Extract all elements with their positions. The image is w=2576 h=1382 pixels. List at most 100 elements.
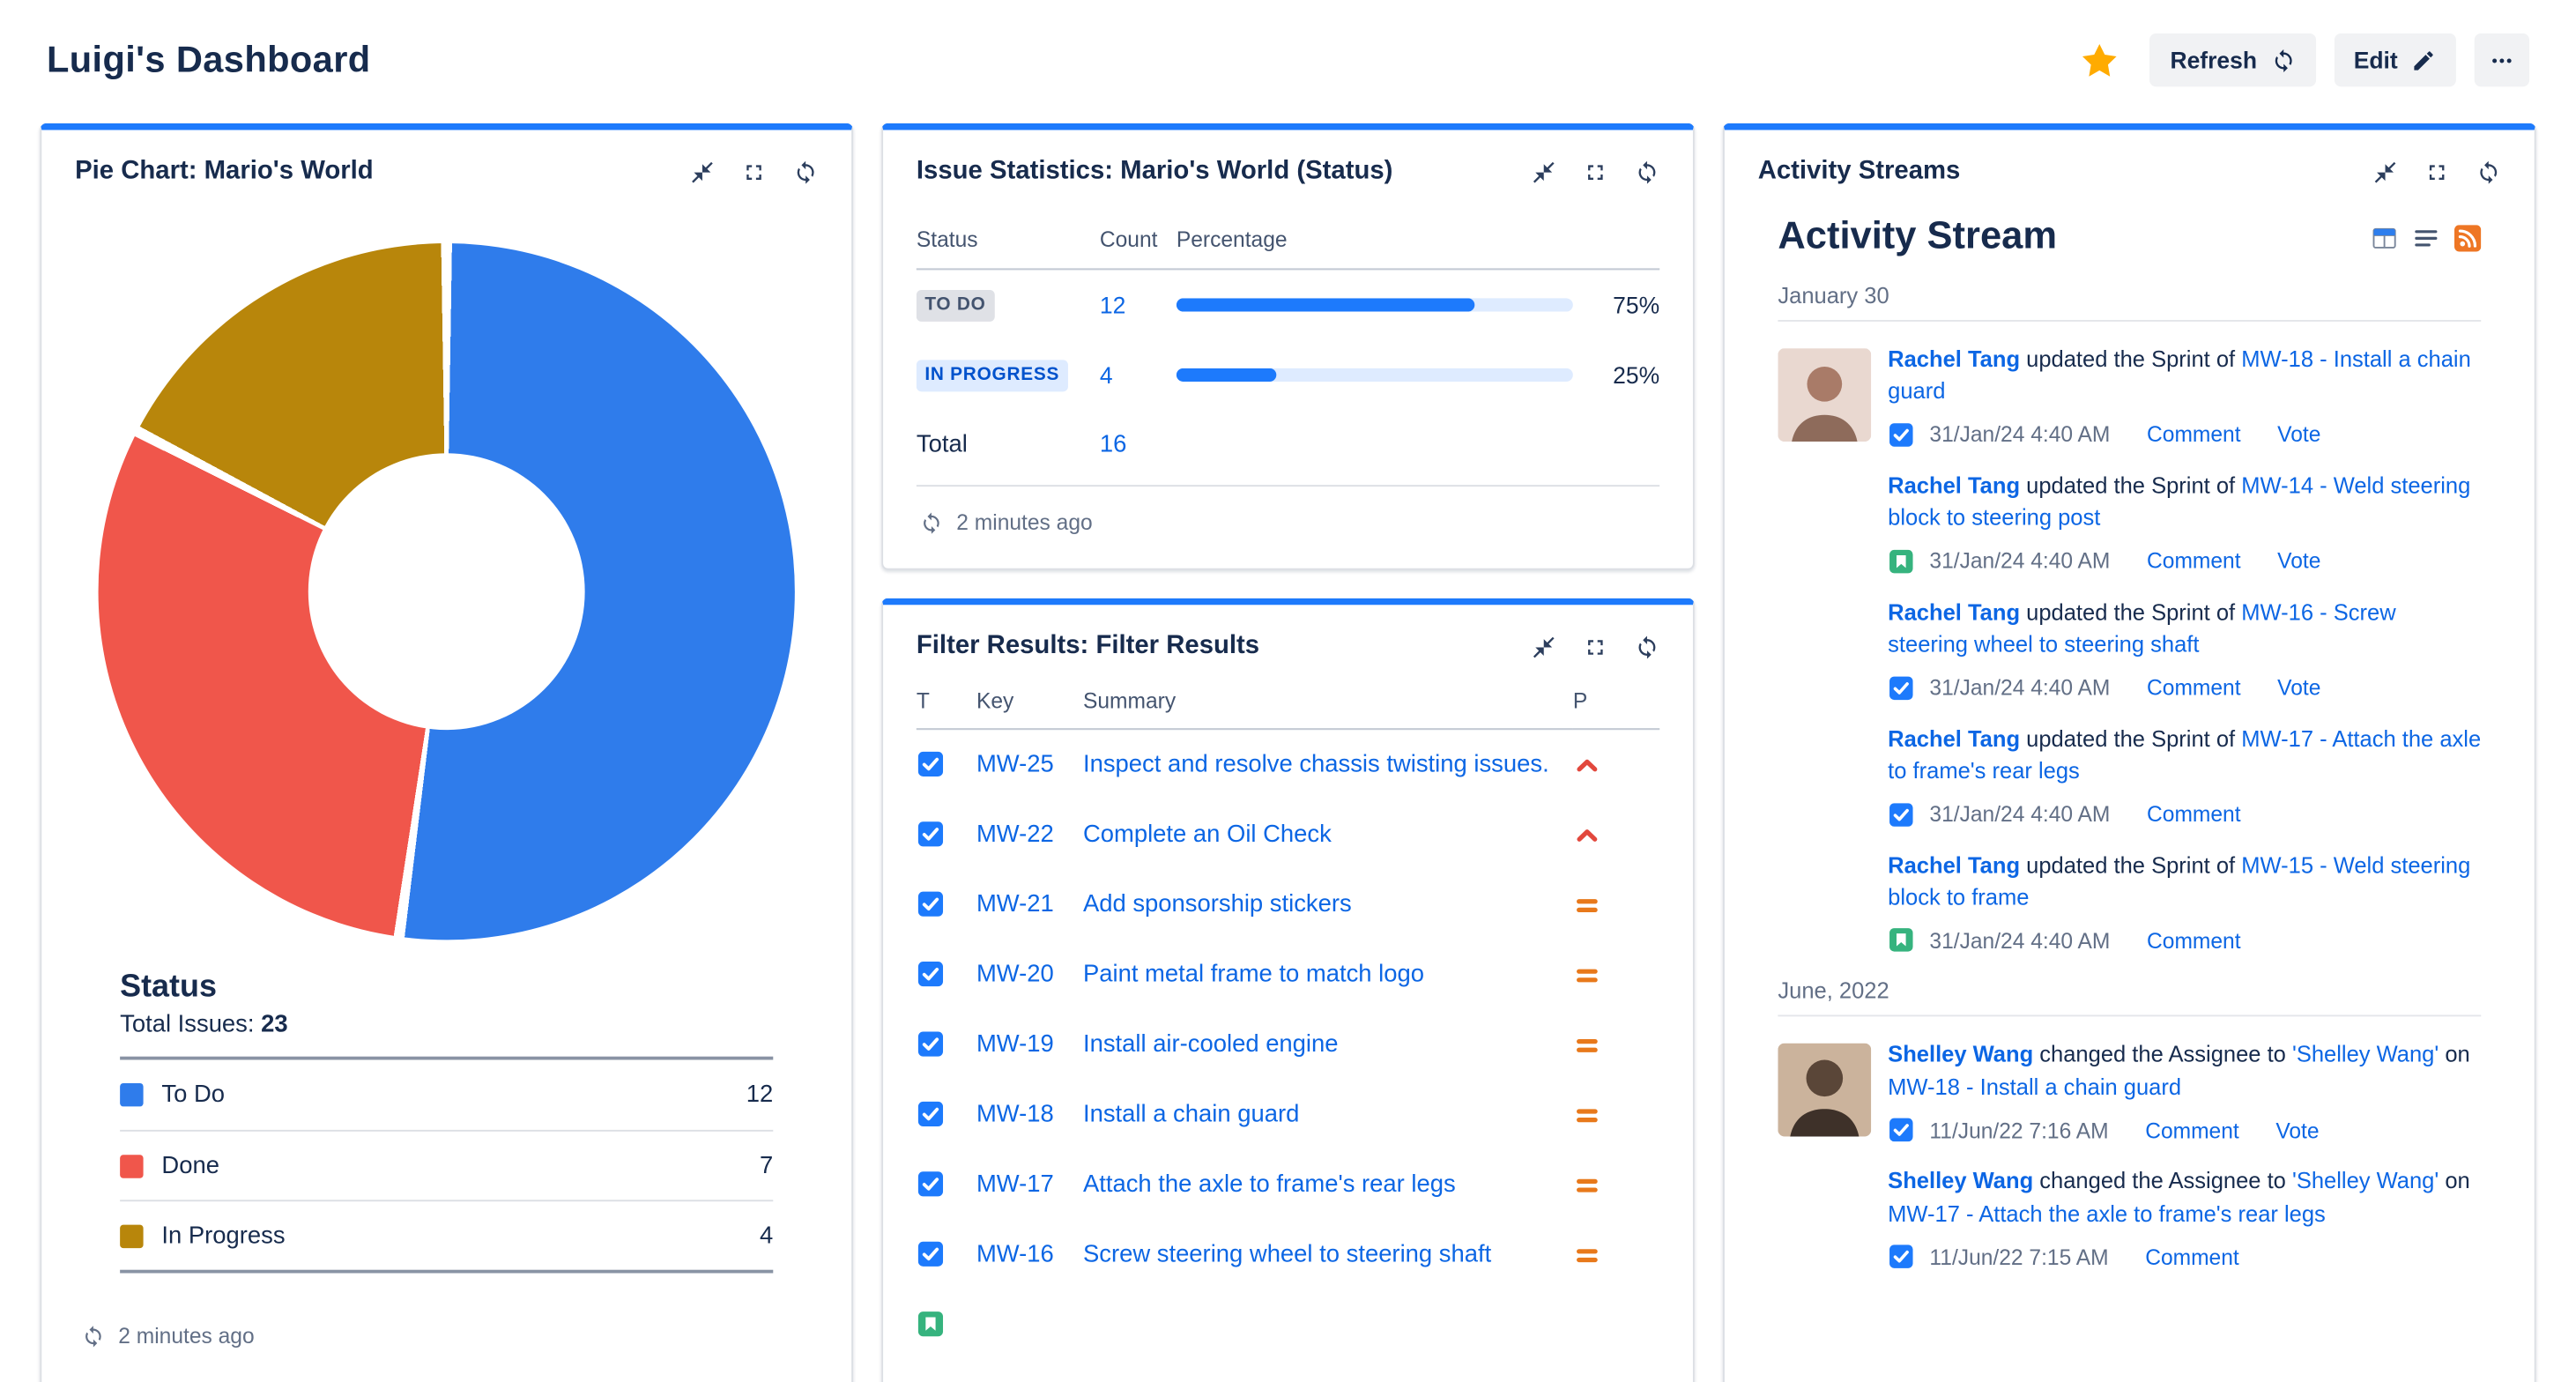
activity-stream-body: January 30 Rachel Tang updated the Sprin… xyxy=(1778,283,2482,1270)
assignee-user-link[interactable]: 'Shelley Wang' xyxy=(2291,1042,2439,1067)
issue-summary-link[interactable]: Install air-cooled engine xyxy=(1082,1031,1339,1059)
issue-link[interactable]: MW-18 - Install a chain guard xyxy=(1888,1074,2182,1100)
actor-link[interactable]: Rachel Tang xyxy=(1888,472,2021,499)
gadget-actions xyxy=(1532,634,1660,658)
expand-icon[interactable] xyxy=(1583,634,1607,658)
minimize-icon[interactable] xyxy=(1532,634,1556,658)
legend-swatch xyxy=(120,1154,144,1178)
stats-header-row: Status Count Percentage xyxy=(916,213,1660,271)
actor-link[interactable]: Rachel Tang xyxy=(1888,346,2021,372)
total-issues-label: Total Issues: xyxy=(120,1011,255,1038)
expand-icon[interactable] xyxy=(2424,160,2449,184)
issue-link[interactable]: MW-14 - Weld steering block to steering … xyxy=(1888,472,2471,531)
pie-chart-gadget: Pie Chart: Mario's World Status Total Is… xyxy=(40,123,854,1382)
refresh-icon[interactable] xyxy=(1635,160,1659,184)
minimize-icon[interactable] xyxy=(690,160,715,184)
actor-link[interactable]: Rachel Tang xyxy=(1888,725,2021,751)
issue-key-link[interactable]: MW-21 xyxy=(976,891,1054,918)
table-view-icon[interactable] xyxy=(2371,225,2397,251)
issue-key-link[interactable]: MW-25 xyxy=(976,751,1054,778)
issue-key-link[interactable]: MW-19 xyxy=(976,1031,1054,1059)
minimize-icon[interactable] xyxy=(2372,160,2397,184)
vote-link[interactable]: Vote xyxy=(2277,422,2321,448)
task-icon xyxy=(917,960,976,988)
legend-value: 12 xyxy=(746,1081,774,1109)
pencil-icon xyxy=(2411,48,2436,72)
favorite-star-icon[interactable] xyxy=(2078,38,2121,81)
filter-row: MW-17 Attach the axle to frame's rear le… xyxy=(917,1150,1659,1220)
issue-link[interactable]: MW-18 - Install a chain guard xyxy=(1888,346,2471,405)
priority-medium-icon xyxy=(1573,1102,1659,1130)
issue-key-link[interactable]: MW-18 xyxy=(976,1101,1054,1129)
status-count-link[interactable]: 12 xyxy=(1099,291,1126,319)
actor-link[interactable]: Rachel Tang xyxy=(1888,599,2021,625)
vote-link[interactable]: Vote xyxy=(2275,1118,2320,1143)
comment-link[interactable]: Comment xyxy=(2145,1244,2239,1270)
priority-medium-icon xyxy=(1573,892,1659,920)
refresh-icon[interactable] xyxy=(82,1324,105,1347)
issue-key-link[interactable]: MW-20 xyxy=(976,962,1054,989)
gadget-title: Issue Statistics: Mario's World (Status) xyxy=(916,156,1393,185)
refresh-icon[interactable] xyxy=(2476,160,2501,184)
issue-link[interactable]: MW-15 - Weld steering block to frame xyxy=(1888,852,2471,910)
priority-high-icon xyxy=(1573,821,1659,850)
refresh-icon[interactable] xyxy=(793,160,818,184)
comment-link[interactable]: Comment xyxy=(2147,927,2241,954)
issue-summary-link[interactable]: Add sponsorship stickers xyxy=(1082,891,1352,918)
expand-icon[interactable] xyxy=(1583,160,1607,184)
activity-timestamp: 31/Jan/24 4:40 AM xyxy=(1929,927,2111,954)
total-count-link[interactable]: 16 xyxy=(1099,431,1127,458)
refresh-button-label: Refresh xyxy=(2170,46,2258,74)
issue-summary-link[interactable]: Attach the axle to frame's rear legs xyxy=(1082,1171,1456,1199)
task-icon xyxy=(917,750,976,778)
comment-link[interactable]: Comment xyxy=(2147,674,2241,701)
refresh-icon[interactable] xyxy=(920,510,943,533)
refresh-button[interactable]: Refresh xyxy=(2149,33,2316,87)
edit-button[interactable]: Edit xyxy=(2334,33,2456,87)
issue-key-link[interactable]: MW-16 xyxy=(976,1241,1054,1269)
activity-meta: 31/Jan/24 4:40 AM Comment xyxy=(1888,927,2481,954)
assignee-user-link[interactable]: 'Shelley Wang' xyxy=(2291,1168,2439,1194)
actor-link[interactable]: Rachel Tang xyxy=(1888,852,2021,878)
vote-link[interactable]: Vote xyxy=(2277,548,2321,574)
issue-key-link[interactable]: MW-22 xyxy=(976,821,1054,849)
issue-link[interactable]: MW-16 - Screw steering wheel to steering… xyxy=(1888,599,2396,658)
issue-summary-link[interactable]: Inspect and resolve chassis twisting iss… xyxy=(1082,751,1549,778)
issue-summary-link[interactable]: Complete an Oil Check xyxy=(1082,821,1332,849)
comment-link[interactable]: Comment xyxy=(2147,548,2241,574)
user-avatar[interactable] xyxy=(1778,348,1872,442)
rss-icon[interactable] xyxy=(2454,225,2482,252)
percentage-label: 75% xyxy=(1613,291,1660,319)
stats-row: IN PROGRESS 4 25% xyxy=(916,340,1659,410)
issue-summary-link[interactable]: Screw steering wheel to steering shaft xyxy=(1082,1241,1492,1269)
story-icon xyxy=(1888,927,1929,954)
comment-link[interactable]: Comment xyxy=(2147,801,2241,827)
issue-link[interactable]: MW-17 - Attach the axle to frame's rear … xyxy=(1888,725,2482,784)
actor-link[interactable]: Shelley Wang xyxy=(1888,1042,2034,1067)
chart-legend: To Do 12 Done 7 In Progress 4 xyxy=(120,1056,774,1274)
status-count-link[interactable]: 4 xyxy=(1099,361,1113,389)
issue-summary-link[interactable]: Install a chain guard xyxy=(1082,1101,1300,1129)
issue-link[interactable]: MW-17 - Attach the axle to frame's rear … xyxy=(1888,1200,2326,1226)
expand-icon[interactable] xyxy=(741,160,766,184)
last-updated-text: 2 minutes ago xyxy=(118,1323,255,1349)
activity-text: Rachel Tang updated the Sprint of MW-15 … xyxy=(1888,852,2471,910)
list-view-icon[interactable] xyxy=(2413,225,2439,251)
gadget-body: Status Total Issues: 23 To Do 12 Done 7 … xyxy=(41,243,851,1381)
issue-summary-link[interactable]: Paint metal frame to match logo xyxy=(1082,962,1425,989)
column-header-type: T xyxy=(916,678,976,731)
more-options-button[interactable] xyxy=(2474,33,2530,87)
priority-medium-icon xyxy=(1573,962,1659,990)
actor-link[interactable]: Shelley Wang xyxy=(1888,1168,2034,1194)
gadget-body: T Key Summary P MW-25 Inspect and resolv… xyxy=(883,678,1693,1382)
comment-link[interactable]: Comment xyxy=(2145,1118,2239,1143)
vote-link[interactable]: Vote xyxy=(2277,674,2321,701)
refresh-icon[interactable] xyxy=(1635,634,1659,658)
user-avatar[interactable] xyxy=(1778,1044,1872,1138)
minimize-icon[interactable] xyxy=(1532,160,1556,184)
status-donut-chart[interactable] xyxy=(98,243,795,940)
priority-medium-icon xyxy=(1573,1171,1659,1200)
comment-link[interactable]: Comment xyxy=(2147,422,2241,448)
issue-key-link[interactable]: MW-17 xyxy=(976,1171,1054,1199)
